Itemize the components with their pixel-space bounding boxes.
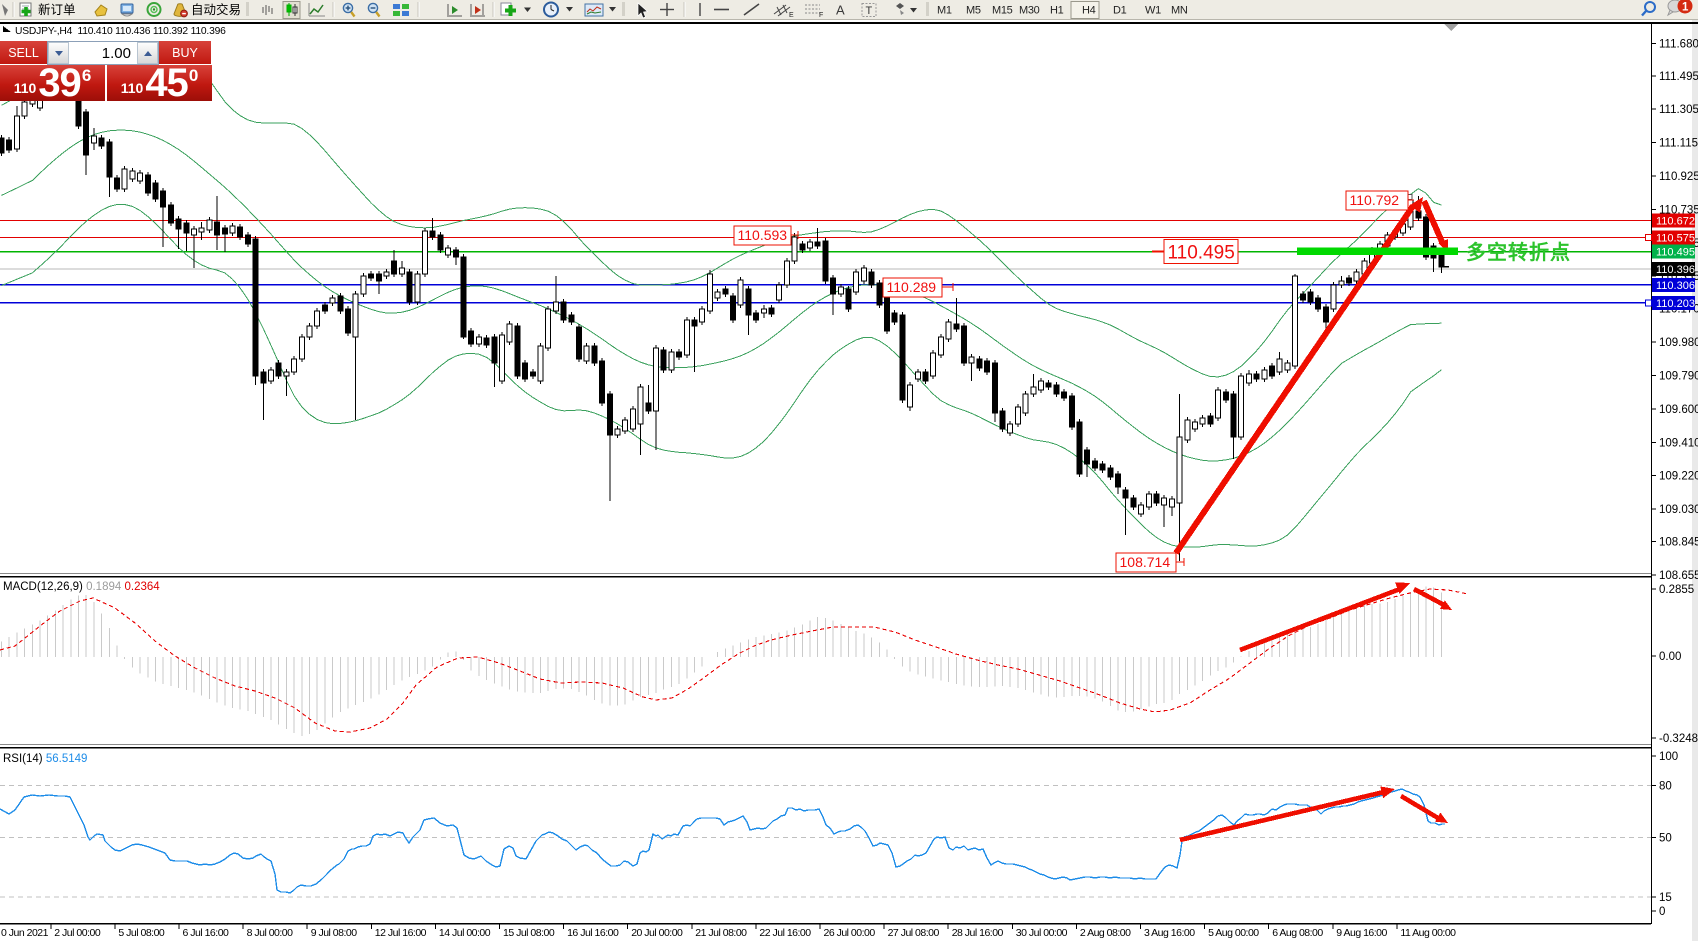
svg-text:30 Jul 00:00: 30 Jul 00:00 (1016, 927, 1068, 939)
svg-text:多空转折点: 多空转折点 (1466, 240, 1571, 264)
svg-text:2 Aug 08:00: 2 Aug 08:00 (1080, 927, 1131, 939)
svg-text:5 Aug 00:00: 5 Aug 00:00 (1208, 927, 1259, 939)
svg-text:110.735: 110.735 (1659, 204, 1698, 216)
svg-text:USDJPY-,H4 110.410 110.436 11: USDJPY-,H4 110.410 110.436 110.392 110.3… (15, 26, 226, 37)
svg-text:E: E (789, 12, 794, 19)
svg-text:110.575: 110.575 (1656, 233, 1695, 245)
svg-text:3 Aug 16:00: 3 Aug 16:00 (1144, 927, 1195, 939)
svg-text:111.495: 111.495 (1659, 71, 1698, 83)
svg-text:0 Jun 2021: 0 Jun 2021 (1, 927, 49, 939)
svg-text:RSI(14) 56.5149: RSI(14) 56.5149 (3, 753, 87, 765)
svg-text:6 Jul 16:00: 6 Jul 16:00 (183, 927, 230, 939)
svg-text:0: 0 (1659, 906, 1665, 918)
svg-text:12 Jul 16:00: 12 Jul 16:00 (375, 927, 427, 939)
svg-text:28 Jul 16:00: 28 Jul 16:00 (952, 927, 1004, 939)
svg-text:MN: MN (1171, 5, 1188, 17)
svg-text:109.220: 109.220 (1659, 471, 1698, 483)
svg-text:16 Jul 16:00: 16 Jul 16:00 (567, 927, 619, 939)
svg-text:50: 50 (1659, 832, 1672, 844)
svg-text:110.495: 110.495 (1656, 247, 1695, 259)
svg-text:自动交易: 自动交易 (191, 2, 241, 17)
svg-text:110.289: 110.289 (887, 279, 937, 295)
svg-text:108.655: 108.655 (1659, 570, 1698, 582)
svg-text:111.115: 111.115 (1659, 138, 1698, 150)
svg-text:MACD(12,26,9) 0.1894 0.2364: MACD(12,26,9) 0.1894 0.2364 (3, 581, 160, 593)
svg-text:H4: H4 (1082, 5, 1096, 17)
svg-text:A: A (836, 3, 845, 18)
svg-text:14 Jul 00:00: 14 Jul 00:00 (439, 927, 491, 939)
svg-text:M1: M1 (937, 5, 952, 17)
svg-text:15 Jul 08:00: 15 Jul 08:00 (503, 927, 555, 939)
svg-text:109.030: 109.030 (1659, 504, 1698, 516)
svg-text:109.980: 109.980 (1659, 337, 1698, 349)
svg-text:20 Jul 00:00: 20 Jul 00:00 (631, 927, 683, 939)
svg-text:M30: M30 (1019, 5, 1040, 17)
svg-text:22 Jul 16:00: 22 Jul 16:00 (759, 927, 811, 939)
svg-text:111.305: 111.305 (1659, 104, 1698, 116)
svg-text:T: T (866, 5, 873, 17)
svg-text:108.845: 108.845 (1659, 537, 1698, 549)
svg-text:新订单: 新订单 (38, 2, 76, 17)
svg-text:0.2855: 0.2855 (1659, 584, 1694, 596)
svg-text:21 Jul 08:00: 21 Jul 08:00 (695, 927, 747, 939)
svg-text:109.790: 109.790 (1659, 371, 1698, 383)
svg-text:110.593: 110.593 (738, 227, 788, 243)
svg-text:27 Jul 08:00: 27 Jul 08:00 (888, 927, 940, 939)
svg-text:F: F (819, 12, 823, 19)
svg-text:5 Jul 08:00: 5 Jul 08:00 (118, 927, 165, 939)
svg-text:110.672: 110.672 (1656, 216, 1695, 228)
svg-text:11 Aug 00:00: 11 Aug 00:00 (1400, 927, 1456, 939)
svg-text:1: 1 (1682, 2, 1689, 14)
svg-text:M15: M15 (992, 5, 1013, 17)
svg-text:M5: M5 (966, 5, 981, 17)
svg-text:-0.3248: -0.3248 (1659, 733, 1698, 745)
svg-text:26 Jul 00:00: 26 Jul 00:00 (824, 927, 876, 939)
svg-text:108.714: 108.714 (1120, 554, 1171, 570)
svg-text:110.925: 110.925 (1659, 171, 1698, 183)
svg-text:110.495: 110.495 (1168, 243, 1235, 264)
svg-text:9 Aug 16:00: 9 Aug 16:00 (1336, 927, 1387, 939)
svg-text:W1: W1 (1145, 5, 1161, 17)
svg-text:15: 15 (1659, 892, 1672, 904)
svg-text:0.00: 0.00 (1659, 651, 1681, 663)
svg-text:110.306: 110.306 (1656, 280, 1695, 292)
svg-text:110.203: 110.203 (1656, 298, 1695, 310)
svg-text:110.792: 110.792 (1350, 192, 1400, 208)
svg-text:109.410: 109.410 (1659, 437, 1698, 449)
svg-text:D1: D1 (1113, 5, 1127, 17)
svg-text:100: 100 (1659, 751, 1678, 763)
svg-text:6 Aug 08:00: 6 Aug 08:00 (1272, 927, 1323, 939)
svg-text:111.680: 111.680 (1659, 38, 1698, 50)
svg-text:8 Jul 00:00: 8 Jul 00:00 (247, 927, 294, 939)
svg-text:80: 80 (1659, 781, 1672, 793)
svg-text:H1: H1 (1050, 5, 1064, 17)
svg-text:109.600: 109.600 (1659, 404, 1698, 416)
svg-text:110.396: 110.396 (1656, 264, 1695, 276)
svg-text:2 Jul 00:00: 2 Jul 00:00 (54, 927, 101, 939)
svg-text:9 Jul 08:00: 9 Jul 08:00 (311, 927, 358, 939)
